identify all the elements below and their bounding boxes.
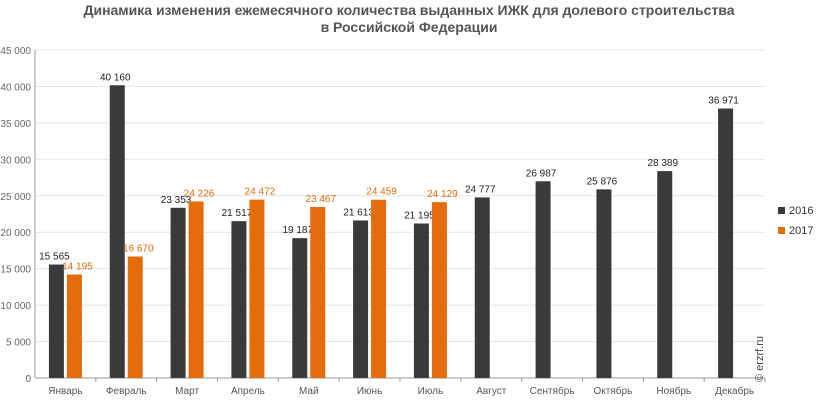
- bar-2016-1: [109, 85, 125, 378]
- y-tick-label: 45 000: [0, 46, 31, 57]
- data-label-2016-11: 36 971: [708, 96, 739, 107]
- data-label-2017-0: 14 195: [62, 262, 93, 273]
- chart-subtitle: в Российской Федерации: [320, 19, 498, 35]
- data-label-2016-4: 19 187: [282, 225, 313, 236]
- y-tick-label: 30 000: [0, 155, 31, 166]
- x-tick-label: Июнь: [357, 386, 382, 397]
- data-label-2016-1: 40 160: [100, 72, 131, 83]
- data-label-2017-4: 23 467: [305, 194, 336, 205]
- legend-label-2017: 2017: [789, 224, 814, 237]
- bar-2016-9: [596, 189, 612, 378]
- data-label-2017-1: 16 670: [123, 243, 154, 254]
- bar-2016-10: [657, 171, 673, 378]
- bar-2016-4: [292, 238, 308, 378]
- bar-2017-0: [66, 274, 82, 378]
- bar-2016-6: [413, 223, 429, 378]
- x-tick-label: Июль: [418, 386, 444, 397]
- y-tick-label: 20 000: [0, 228, 31, 239]
- legend: 2016 2017: [778, 204, 813, 244]
- data-label-2016-2: 23 353: [161, 195, 192, 206]
- y-tick-label: 25 000: [0, 192, 31, 203]
- x-tick-label: Декабрь: [715, 385, 754, 397]
- bar-2017-5: [371, 199, 387, 378]
- legend-swatch-2016: [778, 207, 785, 214]
- data-label-2016-5: 21 613: [343, 207, 374, 218]
- data-label-2016-10: 28 389: [647, 158, 678, 169]
- x-tick-label: Сентябрь: [530, 385, 575, 397]
- x-tick-label: Ноябрь: [656, 385, 691, 397]
- watermark: © erzrf.ru: [754, 336, 766, 382]
- data-label-2016-9: 25 876: [587, 176, 618, 187]
- bar-2016-5: [353, 220, 369, 378]
- data-label-2017-6: 24 129: [427, 189, 458, 200]
- bar-2016-0: [48, 264, 64, 378]
- x-tick-label: Август: [476, 386, 507, 397]
- legend-item-2016: 2016: [778, 204, 813, 217]
- data-label-2016-0: 15 565: [39, 252, 70, 263]
- y-tick-label: 5 000: [6, 338, 31, 349]
- x-tick-label: Февраль: [106, 386, 147, 397]
- bar-2016-8: [535, 181, 551, 378]
- x-tick-label: Апрель: [231, 386, 265, 397]
- data-label-2016-6: 21 195: [404, 211, 435, 222]
- bar-2017-1: [127, 256, 143, 378]
- bar-2016-7: [474, 197, 490, 378]
- y-tick-label: 0: [25, 374, 31, 385]
- y-tick-label: 10 000: [0, 301, 31, 312]
- x-tick-label: Март: [175, 386, 199, 397]
- x-tick-label: Май: [299, 386, 319, 397]
- legend-item-2017: 2017: [778, 224, 813, 237]
- data-label-2017-5: 24 459: [366, 187, 397, 198]
- bar-2017-4: [310, 206, 326, 378]
- chart-title-line1: Динамика изменения ежемесячного количест…: [83, 2, 735, 18]
- bar-2017-6: [431, 202, 447, 378]
- bar-2017-2: [188, 201, 204, 378]
- y-tick-label: 15 000: [0, 265, 31, 276]
- x-tick-label: Январь: [48, 386, 82, 397]
- legend-label-2016: 2016: [789, 204, 814, 217]
- data-label-2017-2: 24 226: [184, 188, 215, 199]
- data-label-2017-3: 24 472: [245, 187, 276, 198]
- legend-swatch-2017: [778, 227, 785, 234]
- y-tick-label: 35 000: [0, 119, 31, 130]
- bar-2016-11: [718, 108, 734, 378]
- chart-title: Динамика изменения ежемесячного количест…: [0, 2, 818, 36]
- bar-2017-3: [249, 199, 265, 378]
- data-label-2016-3: 21 517: [222, 208, 253, 219]
- data-label-2016-7: 24 777: [465, 184, 496, 195]
- y-tick-label: 40 000: [0, 82, 31, 93]
- bar-2016-3: [231, 221, 247, 378]
- x-tick-label: Октябрь: [594, 385, 633, 397]
- bar-2016-2: [170, 207, 186, 378]
- data-label-2016-8: 26 987: [526, 168, 557, 179]
